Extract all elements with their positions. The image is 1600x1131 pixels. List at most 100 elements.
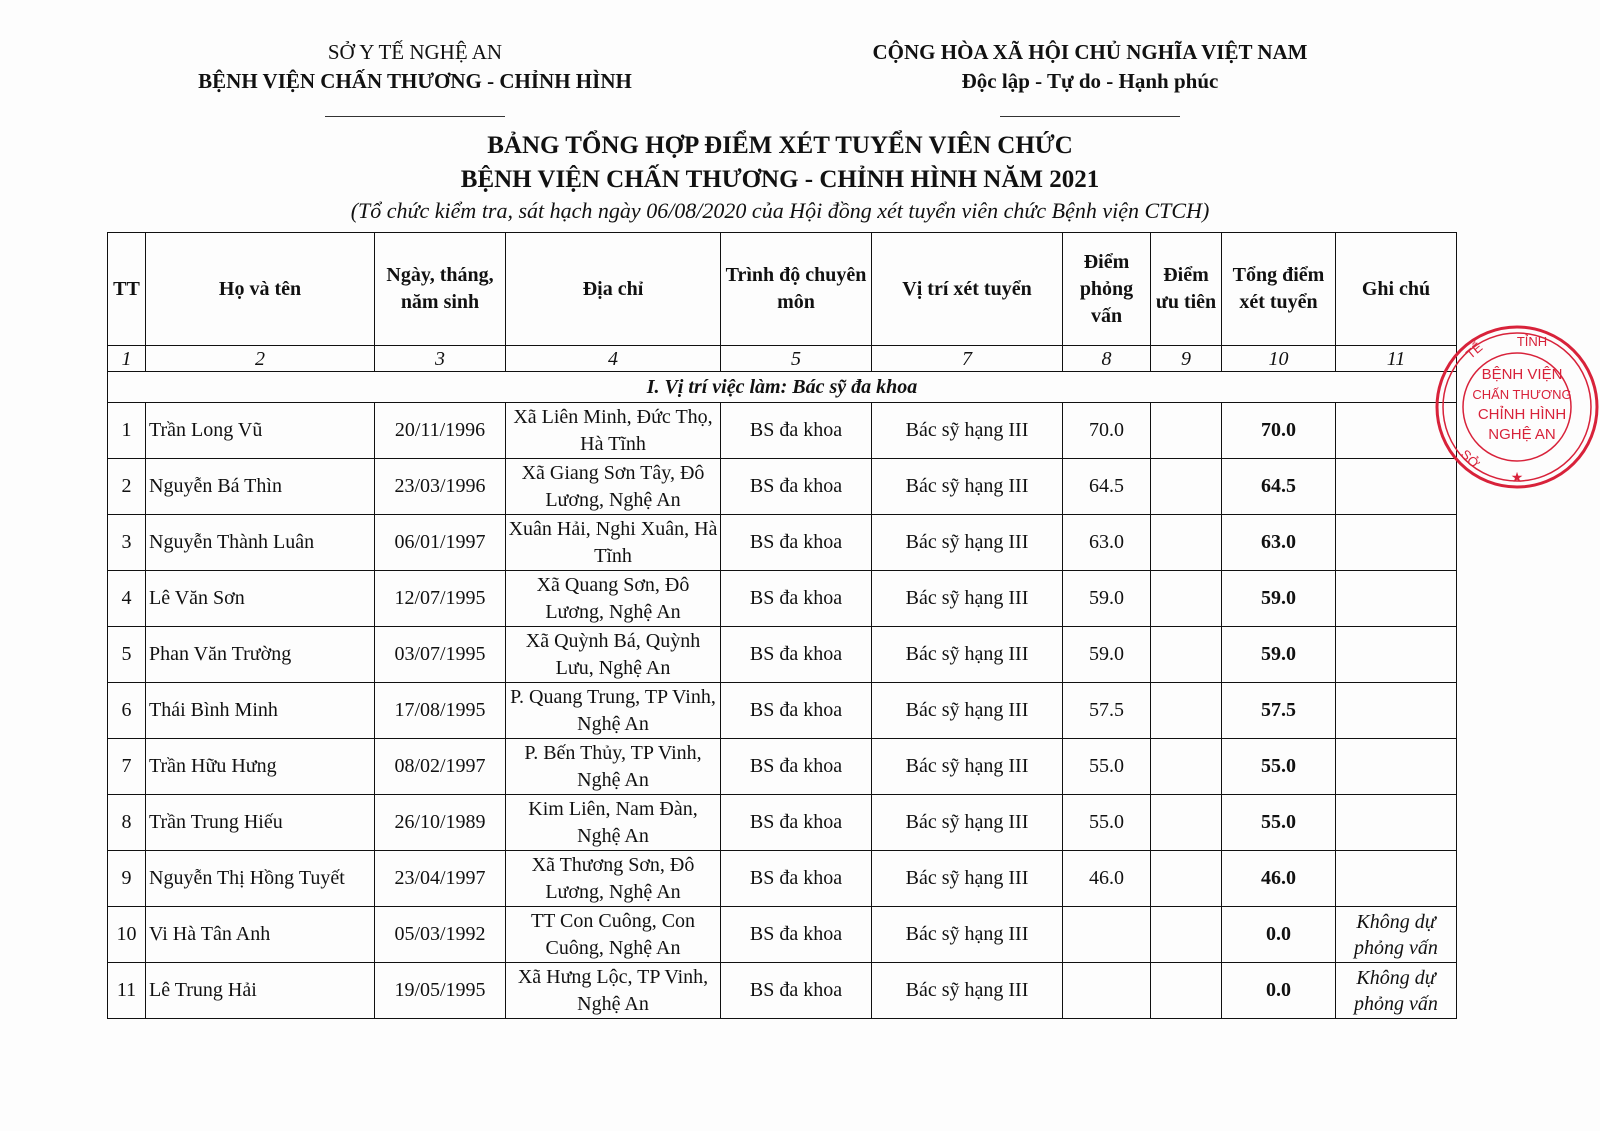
- cell-interview-score: [1062, 906, 1151, 963]
- svg-text:NGHỆ AN: NGHỆ AN: [1488, 426, 1556, 443]
- table-row: 3 Nguyễn Thành Luân 06/01/1997 Xuân Hải, Ng…: [107, 514, 1457, 571]
- column-number-row: 1 2 3 4 5 7 8 9 10 11: [107, 345, 1457, 372]
- table-row: 9 Nguyễn Thị Hồng Tuyết 23/04/1997 Xã Thươn…: [107, 850, 1457, 907]
- cell-note: Không dự phỏng vấn: [1335, 906, 1457, 963]
- cell-note: Không dự phỏng vấn: [1335, 962, 1457, 1019]
- cell-interview-score: 70.0: [1062, 402, 1151, 459]
- cell-priority-score: [1150, 962, 1222, 1019]
- cell-full-name: Phan Văn Trường: [145, 626, 375, 683]
- cell-position: Bác sỹ hạng III: [871, 906, 1063, 963]
- table-row: 10 Vi Hà Tân Anh 05/03/1992 TT Con Cuông, C…: [107, 906, 1457, 963]
- cell-tt: 5: [107, 626, 146, 683]
- table-row: 7 Trần Hữu Hưng 08/02/1997 P. Bến Thủy, TP …: [107, 738, 1457, 795]
- cell-tt: 2: [107, 458, 146, 515]
- column-number: 5: [720, 345, 872, 372]
- column-number: 7: [871, 345, 1063, 372]
- cell-tt: 8: [107, 794, 146, 851]
- cell-priority-score: [1150, 794, 1222, 851]
- cell-total-score: 0.0: [1221, 962, 1336, 1019]
- cell-qualification: BS đa khoa: [720, 906, 872, 963]
- cell-total-score: 59.0: [1221, 626, 1336, 683]
- cell-note: [1335, 570, 1457, 627]
- column-number: 10: [1221, 345, 1336, 372]
- cell-note: [1335, 738, 1457, 795]
- cell-priority-score: [1150, 626, 1222, 683]
- column-header-address: Địa chỉ: [505, 232, 721, 346]
- column-header-qualification: Trình độ chuyên môn: [720, 232, 872, 346]
- svg-text:BỆNH VIỆN: BỆNH VIỆN: [1482, 366, 1563, 383]
- column-header-tt: TT: [107, 232, 146, 346]
- cell-qualification: BS đa khoa: [720, 962, 872, 1019]
- cell-address: P. Quang Trung, TP Vinh, Nghệ An: [505, 682, 721, 739]
- column-number: 9: [1150, 345, 1222, 372]
- cell-position: Bác sỹ hạng III: [871, 738, 1063, 795]
- cell-birth-date: 19/05/1995: [374, 962, 506, 1019]
- header-row: TT Họ và tên Ngày, tháng, năm sinh Địa chỉ T…: [107, 232, 1457, 346]
- table-row: 1 Trần Long Vũ 20/11/1996 Xã Liên Minh, Đức…: [107, 402, 1457, 459]
- cell-priority-score: [1150, 682, 1222, 739]
- svg-text:CHẤN THƯƠNG: CHẤN THƯƠNG: [1472, 387, 1571, 402]
- cell-tt: 1: [107, 402, 146, 459]
- cell-qualification: BS đa khoa: [720, 850, 872, 907]
- column-number: 8: [1062, 345, 1151, 372]
- cell-note: [1335, 794, 1457, 851]
- cell-position: Bác sỹ hạng III: [871, 682, 1063, 739]
- cell-priority-score: [1150, 738, 1222, 795]
- column-header-full-name: Họ và tên: [145, 232, 375, 346]
- cell-address: TT Con Cuông, Con Cuông, Nghệ An: [505, 906, 721, 963]
- score-table: TT Họ và tên Ngày, tháng, năm sinh Địa chỉ T…: [107, 232, 1457, 1019]
- svg-text:SỞ: SỞ: [1458, 447, 1483, 472]
- cell-interview-score: 46.0: [1062, 850, 1151, 907]
- cell-interview-score: 59.0: [1062, 626, 1151, 683]
- column-header-total-score: Tổng điểm xét tuyển: [1221, 232, 1336, 346]
- cell-address: Xã Giang Sơn Tây, Đô Lương, Nghệ An: [505, 458, 721, 515]
- cell-priority-score: [1150, 514, 1222, 571]
- cell-full-name: Vi Hà Tân Anh: [145, 906, 375, 963]
- cell-qualification: BS đa khoa: [720, 682, 872, 739]
- cell-birth-date: 05/03/1992: [374, 906, 506, 963]
- cell-address: P. Bến Thủy, TP Vinh, Nghệ An: [505, 738, 721, 795]
- cell-birth-date: 06/01/1997: [374, 514, 506, 571]
- cell-birth-date: 26/10/1989: [374, 794, 506, 851]
- cell-address: Xã Quỳnh Bá, Quỳnh Lưu, Nghệ An: [505, 626, 721, 683]
- cell-full-name: Trần Long Vũ: [145, 402, 375, 459]
- cell-birth-date: 20/11/1996: [374, 402, 506, 459]
- motto: Độc lập - Tự do - Hạnh phúc: [961, 69, 1219, 93]
- cell-total-score: 0.0: [1221, 906, 1336, 963]
- cell-total-score: 63.0: [1221, 514, 1336, 571]
- cell-position: Bác sỹ hạng III: [871, 570, 1063, 627]
- cell-interview-score: 59.0: [1062, 570, 1151, 627]
- column-number: 11: [1335, 345, 1457, 372]
- svg-text:TỈNH: TỈNH: [1517, 334, 1547, 349]
- svg-text:★: ★: [1511, 469, 1524, 485]
- cell-priority-score: [1150, 402, 1222, 459]
- hospital-name: BỆNH VIỆN CHẤN THƯƠNG - CHỈNH HÌNH: [198, 69, 632, 93]
- cell-note: [1335, 458, 1457, 515]
- svg-text:TẾ: TẾ: [1463, 339, 1486, 361]
- divider: [325, 116, 505, 117]
- cell-birth-date: 23/03/1996: [374, 458, 506, 515]
- cell-full-name: Nguyễn Thành Luân: [145, 514, 375, 571]
- cell-tt: 10: [107, 906, 146, 963]
- table-row: 5 Phan Văn Trường 03/07/1995 Xã Quỳnh Bá, Q…: [107, 626, 1457, 683]
- cell-total-score: 59.0: [1221, 570, 1336, 627]
- cell-full-name: Nguyễn Bá Thìn: [145, 458, 375, 515]
- cell-qualification: BS đa khoa: [720, 514, 872, 571]
- table-row: 6 Thái Bình Minh 17/08/1995 P. Quang Trung,…: [107, 682, 1457, 739]
- cell-tt: 9: [107, 850, 146, 907]
- cell-total-score: 57.5: [1221, 682, 1336, 739]
- cell-full-name: Lê Văn Sơn: [145, 570, 375, 627]
- column-header-position: Vị trí xét tuyển: [871, 232, 1063, 346]
- cell-note: [1335, 682, 1457, 739]
- cell-position: Bác sỹ hạng III: [871, 626, 1063, 683]
- department-name: SỞ Y TẾ NGHỆ AN: [327, 40, 503, 64]
- table-row: 4 Lê Văn Sơn 12/07/1995 Xã Quang Sơn, Đô Lư…: [107, 570, 1457, 627]
- column-header-birth-date: Ngày, tháng, năm sinh: [374, 232, 506, 346]
- section-title: I. Vị trí việc làm: Bác sỹ đa khoa: [107, 371, 1457, 403]
- cell-qualification: BS đa khoa: [720, 738, 872, 795]
- cell-total-score: 55.0: [1221, 738, 1336, 795]
- cell-total-score: 64.5: [1221, 458, 1336, 515]
- section-row: I. Vị trí việc làm: Bác sỹ đa khoa: [107, 371, 1457, 403]
- cell-priority-score: [1150, 850, 1222, 907]
- cell-note: [1335, 850, 1457, 907]
